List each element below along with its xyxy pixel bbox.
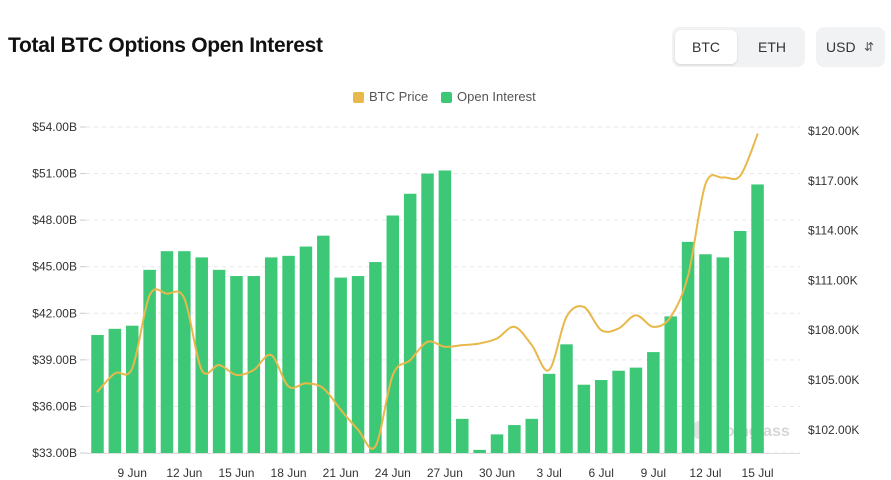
open-interest-bar[interactable]	[508, 425, 521, 453]
btc-toggle-button[interactable]: BTC	[675, 30, 737, 64]
page-title: Total BTC Options Open Interest	[8, 34, 323, 57]
y-right-tick-label: $120.00K	[808, 124, 859, 138]
x-tick-label: 21 Jun	[323, 466, 359, 480]
y-left-tick-label: $54.00B	[32, 120, 77, 134]
open-interest-bar[interactable]	[351, 276, 365, 453]
open-interest-bar[interactable]	[577, 384, 591, 453]
x-tick-label: 15 Jul	[742, 466, 774, 480]
open-interest-bar[interactable]	[438, 170, 452, 453]
open-interest-bar[interactable]	[299, 246, 313, 453]
open-interest-bar[interactable]	[125, 325, 139, 453]
y-left-tick-label: $45.00B	[32, 260, 77, 274]
open-interest-bar[interactable]	[473, 449, 486, 453]
open-interest-bar[interactable]	[178, 251, 191, 453]
x-tick-label: 12 Jun	[166, 466, 202, 480]
open-interest-bar[interactable]	[386, 215, 400, 453]
y-right-tick-label: $105.00K	[808, 373, 859, 387]
x-tick-label: 24 Jun	[375, 466, 411, 480]
open-interest-bar[interactable]	[230, 276, 243, 453]
open-interest-bar[interactable]	[421, 173, 434, 454]
y-right-tick-label: $114.00K	[808, 224, 859, 238]
open-interest-legend-swatch	[441, 92, 452, 103]
open-interest-bar[interactable]	[751, 184, 764, 453]
y-right-tick-label: $117.00K	[808, 174, 859, 188]
x-tick-label: 9 Jun	[118, 466, 147, 480]
open-interest-bar[interactable]	[716, 257, 730, 453]
up-down-caret-icon: ⇵	[864, 40, 875, 54]
open-interest-bar[interactable]	[282, 255, 295, 453]
y-left-tick-label: $48.00B	[32, 213, 77, 227]
btc-price-line	[96, 133, 759, 450]
open-interest-bar[interactable]	[91, 335, 104, 453]
open-interest-bar[interactable]	[456, 418, 469, 453]
x-tick-label: 12 Jul	[689, 466, 721, 480]
btc-price-legend-swatch	[353, 92, 364, 103]
open-interest-bar[interactable]	[612, 370, 625, 453]
y-left-tick-label: $39.00B	[32, 353, 77, 367]
x-tick-label: 18 Jun	[271, 466, 307, 480]
btc-price-legend-label[interactable]: BTC Price	[369, 89, 429, 104]
open-interest-bar[interactable]	[143, 269, 156, 453]
open-interest-bar[interactable]	[664, 316, 677, 453]
y-left-tick-label: $51.00B	[32, 167, 77, 181]
y-right-tick-label: $111.00K	[808, 273, 858, 287]
open-interest-bar[interactable]	[369, 262, 382, 453]
y-left-tick-label: $42.00B	[32, 306, 77, 320]
open-interest-bar[interactable]	[247, 276, 261, 453]
open-interest-bar[interactable]	[681, 241, 695, 453]
open-interest-bar[interactable]	[699, 254, 712, 453]
open-interest-bar[interactable]	[195, 257, 208, 453]
x-tick-label: 27 Jun	[427, 466, 463, 480]
open-interest-bar[interactable]	[212, 269, 226, 453]
x-tick-label: 3 Jul	[536, 466, 561, 480]
x-tick-label: 15 Jun	[218, 466, 254, 480]
open-interest-bar[interactable]	[317, 235, 330, 453]
open-interest-bar[interactable]	[733, 231, 747, 453]
open-interest-bar[interactable]	[560, 344, 573, 453]
x-tick-label: 9 Jul	[641, 466, 666, 480]
open-interest-bar[interactable]	[629, 367, 643, 453]
y-right-tick-label: $108.00K	[808, 323, 859, 337]
x-tick-label: 6 Jul	[589, 466, 614, 480]
open-interest-bar[interactable]	[647, 352, 660, 453]
eth-toggle-button[interactable]: ETH	[758, 39, 786, 55]
open-interest-legend-label[interactable]: Open Interest	[457, 89, 536, 104]
open-interest-bar[interactable]	[403, 193, 417, 453]
open-interest-bar[interactable]	[334, 277, 347, 453]
currency-label: USD	[826, 39, 856, 55]
y-left-tick-label: $33.00B	[32, 446, 77, 460]
currency-select[interactable]: USD ⇵	[816, 27, 885, 67]
y-right-tick-label: $102.00K	[808, 423, 859, 437]
open-interest-bar[interactable]	[525, 418, 539, 453]
open-interest-bar[interactable]	[490, 434, 504, 453]
open-interest-bar[interactable]	[108, 328, 122, 453]
x-tick-label: 30 Jun	[479, 466, 515, 480]
asset-toggle: BTC ETH	[672, 27, 805, 67]
y-left-tick-label: $36.00B	[32, 399, 77, 413]
open-interest-bar[interactable]	[160, 251, 174, 453]
open-interest-bar[interactable]	[594, 380, 608, 453]
open-interest-bar[interactable]	[542, 373, 556, 453]
